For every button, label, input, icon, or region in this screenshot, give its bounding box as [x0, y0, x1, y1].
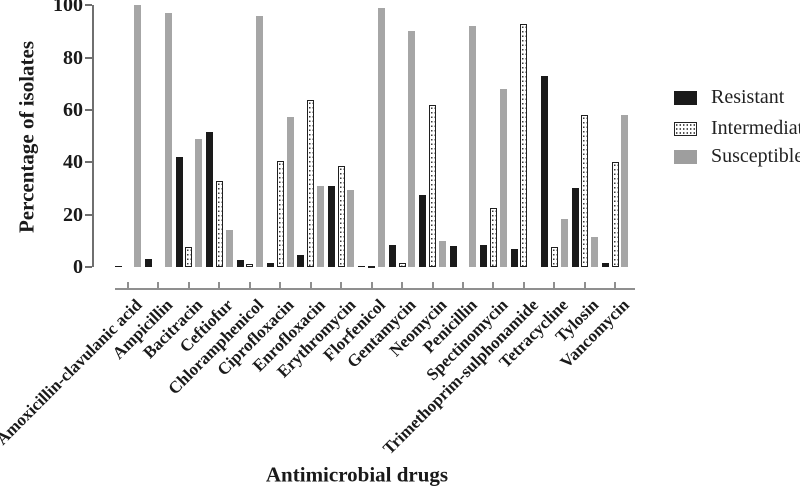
bar-resistant	[206, 132, 214, 267]
bar-resistant	[480, 244, 488, 267]
legend-row-intermediate: Intermediate	[674, 117, 800, 140]
legend-label: Intermediate	[711, 117, 800, 139]
bar-intermediate	[337, 166, 345, 267]
bar-susceptible	[469, 26, 477, 267]
bar-intermediate	[246, 264, 254, 267]
bar-resistant	[236, 260, 244, 267]
bar-susceptible	[195, 138, 203, 267]
bar-intermediate	[550, 247, 558, 267]
legend-swatch-icon	[674, 149, 697, 164]
bar-resistant	[145, 259, 153, 267]
bar-intermediate	[398, 263, 406, 267]
x-tick-mark	[461, 282, 464, 288]
bar-susceptible	[316, 185, 324, 267]
bar-susceptible	[591, 236, 598, 267]
x-tick-mark	[248, 282, 251, 288]
bar-resistant	[114, 265, 122, 267]
bar-susceptible	[560, 218, 568, 267]
x-axis-title: Antimicrobial drugs	[265, 462, 449, 487]
x-tick-mark	[340, 282, 343, 288]
x-tick-mark	[187, 282, 190, 288]
bar-susceptible	[621, 115, 629, 267]
bar-intermediate	[489, 208, 497, 267]
bar-intermediate	[581, 115, 589, 267]
x-tick-mark	[127, 282, 129, 288]
x-tick-mark	[401, 282, 404, 288]
bar-resistant	[541, 75, 549, 267]
bar-susceptible	[408, 31, 416, 267]
bar-resistant	[510, 248, 518, 267]
y-axis-line	[92, 5, 94, 267]
bar-susceptible	[499, 89, 507, 267]
y-tick-label: 60	[63, 98, 83, 121]
legend-row-resistant: Resistant	[674, 86, 784, 109]
bar-resistant	[267, 263, 274, 267]
x-axis-line	[115, 288, 635, 290]
bar-intermediate	[215, 180, 223, 267]
x-tick-mark	[157, 282, 160, 288]
bar-intermediate	[611, 162, 619, 267]
y-tick-label: 20	[63, 203, 83, 226]
legend-row-susceptible: Susceptible	[674, 145, 800, 168]
x-tick-mark	[492, 282, 495, 288]
bar-resistant	[419, 195, 427, 267]
bar-intermediate	[520, 23, 528, 267]
y-tick-label: 80	[63, 46, 83, 69]
x-tick-mark	[370, 282, 373, 288]
bar-susceptible	[347, 189, 355, 267]
legend-label: Resistant	[711, 86, 785, 108]
y-tick-mark	[85, 4, 92, 7]
y-tick-label: 40	[63, 151, 83, 174]
bar-intermediate	[429, 104, 436, 267]
bar-intermediate	[185, 247, 193, 267]
x-tick-mark	[431, 282, 434, 288]
y-tick-mark	[85, 161, 92, 164]
y-tick-mark	[85, 213, 92, 216]
bar-resistant	[571, 188, 579, 267]
bar-susceptible	[225, 230, 233, 267]
y-tick-label: 0	[73, 256, 83, 278]
x-tick-mark	[583, 282, 586, 288]
y-tick-mark	[85, 266, 92, 268]
x-tick-mark	[522, 282, 525, 288]
bar-resistant	[388, 244, 396, 267]
bar-susceptible	[256, 15, 264, 267]
y-tick-mark	[85, 56, 92, 59]
legend-swatch-icon	[674, 90, 697, 105]
x-category-label: Amoxicillin-clavulanic acid	[0, 295, 146, 449]
x-tick-mark	[309, 282, 312, 288]
bar-susceptible	[438, 240, 446, 267]
legend-swatch-icon	[674, 121, 697, 136]
y-tick-label: 100	[53, 0, 83, 17]
bar-resistant	[449, 246, 457, 267]
bar-intermediate	[276, 161, 284, 267]
bar-susceptible	[377, 7, 385, 267]
bar-resistant	[297, 255, 305, 267]
bar-susceptible	[134, 5, 142, 267]
legend-label: Susceptible	[711, 145, 800, 167]
bar-resistant	[327, 185, 335, 267]
x-tick-mark	[614, 282, 617, 288]
y-tick-mark	[85, 108, 92, 111]
bar-resistant	[175, 157, 183, 267]
x-tick-mark	[279, 282, 282, 288]
bar-susceptible	[286, 116, 294, 267]
x-tick-mark	[553, 282, 556, 288]
bar-intermediate	[368, 265, 376, 268]
bar-resistant	[358, 265, 366, 267]
bar-intermediate	[307, 99, 315, 267]
bar-resistant	[601, 263, 609, 267]
bar-susceptible	[164, 13, 172, 267]
x-tick-mark	[218, 282, 221, 288]
